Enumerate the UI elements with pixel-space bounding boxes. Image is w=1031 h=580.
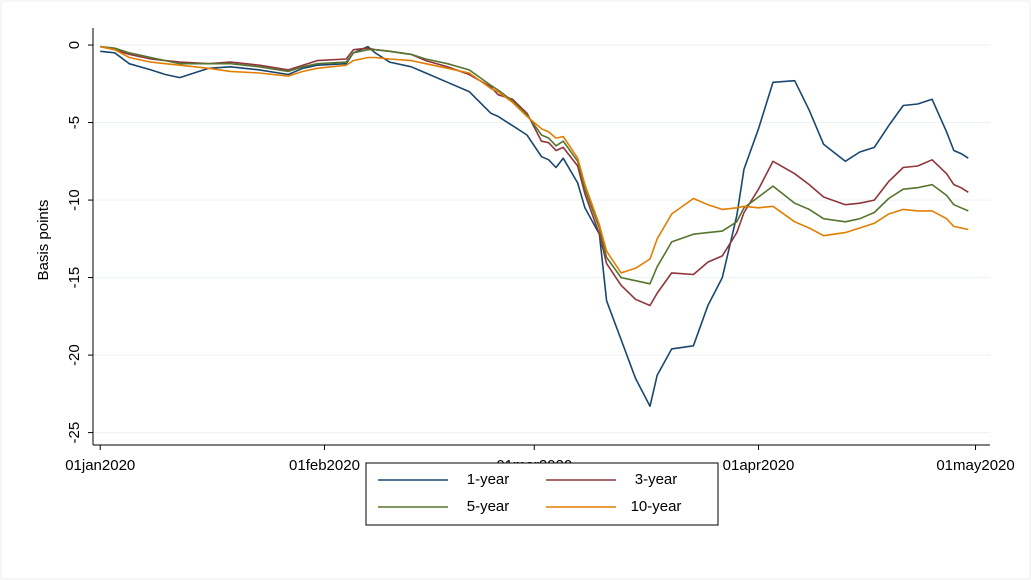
series-line <box>100 45 969 407</box>
legend-label: 5-year <box>467 498 510 515</box>
y-tick-label: -20 <box>66 344 83 366</box>
y-tick-label: -25 <box>66 422 83 444</box>
y-tick-label: -5 <box>66 116 83 129</box>
y-axis-title: Basis points <box>35 200 52 281</box>
series-line <box>100 45 969 285</box>
x-tick-label: 01may2020 <box>936 457 1014 474</box>
legend-label: 3-year <box>635 471 678 488</box>
y-tick-label: 0 <box>66 41 83 49</box>
x-tick-label: 01apr2020 <box>723 457 795 474</box>
series-line <box>100 45 969 307</box>
series-line <box>100 45 969 274</box>
x-tick-label: 01jan2020 <box>65 457 135 474</box>
x-tick-label: 01feb2020 <box>289 457 360 474</box>
y-tick-label: -10 <box>66 189 83 211</box>
legend-label: 10-year <box>631 498 682 515</box>
legend-label: 1-year <box>467 471 510 488</box>
legend-box <box>365 462 719 526</box>
y-tick-label: -15 <box>66 267 83 289</box>
